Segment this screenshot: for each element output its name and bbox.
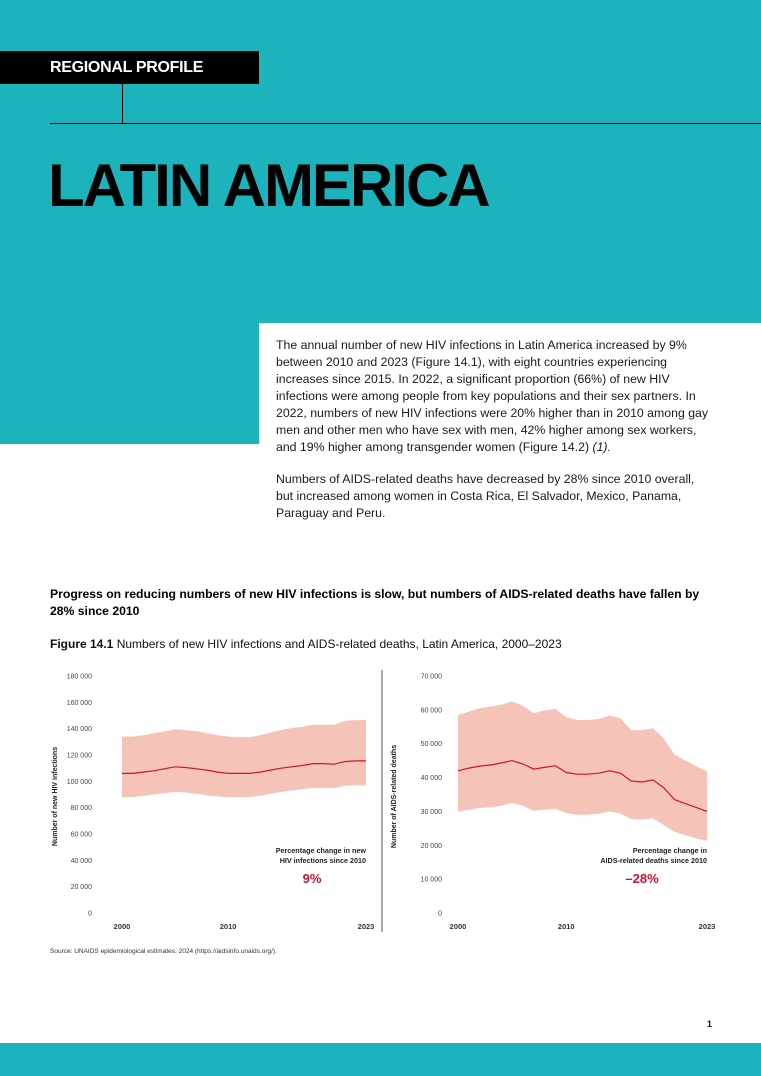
y-tick-label: 60 000 — [421, 707, 443, 714]
figure-charts: 0 20 000 40 000 60 000 80 000 100 000 120 000 1… — [52, 670, 716, 932]
annotation-line-1: Percentage change in new — [276, 846, 367, 855]
figure-caption: Figure 14.1 Numbers of new HIV infection… — [50, 637, 562, 651]
y-tick-label: 0 — [438, 911, 442, 918]
x-tick-label: 2023 — [358, 922, 375, 931]
figure-headline: Progress on reducing numbers of new HIV … — [50, 587, 700, 618]
y-tick-label: 20 000 — [71, 884, 93, 891]
estimate-line — [457, 759, 708, 812]
x-tick-label: 2000 — [450, 922, 467, 931]
rule-horizontal — [50, 123, 761, 124]
y-tick-label: 40 000 — [71, 858, 93, 865]
rule-vertical — [122, 84, 123, 124]
y-tick-label: 0 — [88, 911, 92, 918]
x-tick-label: 2000 — [114, 922, 131, 931]
y-tick-label: 50 000 — [421, 741, 443, 748]
y-tick-label: 60 000 — [71, 832, 93, 839]
y-tick-label: 80 000 — [71, 805, 93, 812]
y-tick-label: 160 000 — [67, 700, 92, 707]
footer-band — [0, 1043, 761, 1076]
page-number: 1 — [706, 1019, 712, 1029]
y-tick-label: 40 000 — [421, 775, 443, 782]
annotation-value: –28% — [625, 871, 659, 886]
source-note: Source: UNAIDS epidemiological estimates… — [50, 948, 277, 955]
section-tag-label: REGIONAL PROFILE — [50, 59, 204, 76]
figure-caption-text: Numbers of new HIV infections and AIDS-r… — [116, 637, 562, 651]
uncertainty-band — [458, 701, 707, 841]
figure-label: Figure 14.1 — [50, 637, 114, 651]
y-tick-label: 120 000 — [67, 753, 92, 760]
page-title: LATIN AMERICA — [48, 152, 491, 219]
intro-paragraph-1-text: The annual number of new HIV infections … — [276, 338, 709, 454]
intro-panel: The annual number of new HIV infections … — [259, 323, 761, 563]
annotation-line-1: Percentage change in — [633, 846, 707, 855]
y-axis-label: Number of new HIV infections — [52, 747, 59, 846]
x-tick-label: 2010 — [220, 922, 237, 931]
y-tick-label: 70 000 — [421, 674, 443, 681]
uncertainty-band — [122, 720, 366, 798]
x-tick-label: 2010 — [558, 922, 575, 931]
annotation-line-2: HIV infections since 2010 — [280, 856, 366, 865]
x-tick-label: 2023 — [699, 922, 716, 931]
y-tick-label: 140 000 — [67, 726, 92, 733]
annotation-value: 9% — [303, 871, 322, 886]
intro-reference: (1). — [592, 440, 611, 454]
intro-paragraph-2: Numbers of AIDS-related deaths have decr… — [276, 472, 695, 520]
y-axis-label: Number of AIDS-related deaths — [391, 745, 398, 848]
annotation-line-2: AIDS-related deaths since 2010 — [600, 856, 707, 865]
section-tag: REGIONAL PROFILE — [0, 51, 259, 84]
y-tick-label: 180 000 — [67, 674, 92, 681]
y-tick-label: 30 000 — [421, 809, 443, 816]
y-tick-label: 100 000 — [67, 779, 92, 786]
y-tick-label: 10 000 — [421, 877, 443, 884]
y-tick-label: 20 000 — [421, 843, 443, 850]
estimate-line — [122, 760, 366, 775]
intro-paragraph-1: The annual number of new HIV infections … — [276, 337, 714, 456]
